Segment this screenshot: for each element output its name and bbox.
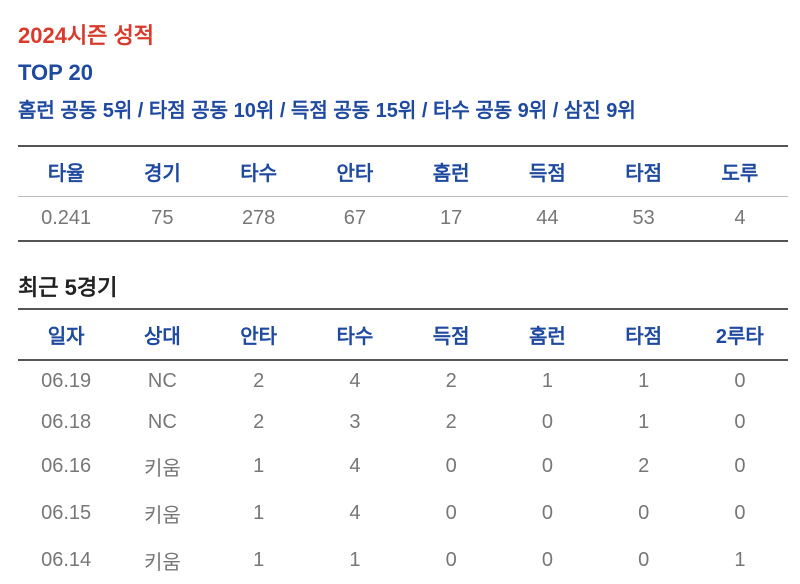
- recent-games-cell: 4: [307, 490, 403, 537]
- recent-games-cell: 키움: [114, 490, 210, 537]
- recent-games-cell: 키움: [114, 443, 210, 490]
- season-stats-header: 안타: [307, 146, 403, 197]
- recent-games-header: 상대: [114, 309, 210, 360]
- recent-games-cell: 0: [499, 443, 595, 490]
- recent-games-cell: 0: [499, 490, 595, 537]
- season-stats-header: 타점: [596, 146, 692, 197]
- season-title: 2024시즌 성적: [18, 18, 788, 50]
- season-stats-header: 경기: [114, 146, 210, 197]
- recent-games-cell: 1: [596, 360, 692, 402]
- season-stats-cell: 44: [499, 197, 595, 242]
- recent-games-cell: 0: [692, 490, 788, 537]
- season-stats-cell: 53: [596, 197, 692, 242]
- table-row: 06.16키움140020: [18, 443, 788, 490]
- top20-label: TOP 20: [18, 60, 788, 86]
- recent-games-title: 최근 5경기: [18, 270, 788, 302]
- recent-games-cell: 1: [211, 490, 307, 537]
- recent-games-header: 2루타: [692, 309, 788, 360]
- recent-games-cell: 0: [499, 402, 595, 443]
- recent-games-cell: 0: [692, 360, 788, 402]
- recent-games-cell: 2: [596, 443, 692, 490]
- recent-games-cell: NC: [114, 360, 210, 402]
- season-stats-cell: 67: [307, 197, 403, 242]
- recent-games-table: 일자상대안타타수득점홈런타점2루타 06.19NC24211006.18NC23…: [18, 308, 788, 584]
- recent-games-cell: 1: [692, 537, 788, 584]
- season-stats-header: 타율: [18, 146, 114, 197]
- recent-games-header: 득점: [403, 309, 499, 360]
- table-row: 06.18NC232010: [18, 402, 788, 443]
- recent-games-cell: 2: [211, 402, 307, 443]
- rank-summary: 홈런 공동 5위 / 타점 공동 10위 / 득점 공동 15위 / 타수 공동…: [18, 94, 788, 123]
- season-stats-cell: 0.241: [18, 197, 114, 242]
- recent-games-cell: 06.15: [18, 490, 114, 537]
- recent-games-cell: 0: [403, 443, 499, 490]
- recent-games-header: 홈런: [499, 309, 595, 360]
- recent-games-cell: 2: [403, 360, 499, 402]
- recent-games-cell: 06.14: [18, 537, 114, 584]
- season-stats-table: 타율경기타수안타홈런득점타점도루 0.24175278671744534: [18, 145, 788, 242]
- recent-games-cell: 0: [403, 537, 499, 584]
- table-row: 06.15키움140000: [18, 490, 788, 537]
- recent-games-cell: 1: [499, 360, 595, 402]
- recent-games-cell: 3: [307, 402, 403, 443]
- season-stats-header: 득점: [499, 146, 595, 197]
- table-row: 06.19NC242110: [18, 360, 788, 402]
- recent-games-cell: 2: [211, 360, 307, 402]
- recent-games-cell: 1: [307, 537, 403, 584]
- recent-games-cell: 06.19: [18, 360, 114, 402]
- recent-games-cell: 0: [403, 490, 499, 537]
- recent-games-cell: 0: [596, 537, 692, 584]
- recent-games-cell: 06.18: [18, 402, 114, 443]
- season-stats-header: 타수: [211, 146, 307, 197]
- recent-games-header: 일자: [18, 309, 114, 360]
- season-stats-cell: 278: [211, 197, 307, 242]
- recent-games-cell: 키움: [114, 537, 210, 584]
- recent-games-cell: NC: [114, 402, 210, 443]
- recent-games-cell: 1: [211, 443, 307, 490]
- recent-games-header: 타수: [307, 309, 403, 360]
- season-stats-header: 도루: [692, 146, 788, 197]
- season-stats-cell: 17: [403, 197, 499, 242]
- recent-games-cell: 4: [307, 443, 403, 490]
- recent-games-cell: 1: [211, 537, 307, 584]
- recent-games-header: 타점: [596, 309, 692, 360]
- recent-games-cell: 0: [596, 490, 692, 537]
- recent-games-cell: 0: [692, 402, 788, 443]
- recent-games-cell: 06.16: [18, 443, 114, 490]
- recent-games-header: 안타: [211, 309, 307, 360]
- recent-games-cell: 1: [596, 402, 692, 443]
- table-row: 06.14키움110001: [18, 537, 788, 584]
- season-stats-cell: 75: [114, 197, 210, 242]
- recent-games-cell: 4: [307, 360, 403, 402]
- recent-games-cell: 0: [692, 443, 788, 490]
- recent-games-cell: 2: [403, 402, 499, 443]
- recent-games-cell: 0: [499, 537, 595, 584]
- season-stats-cell: 4: [692, 197, 788, 242]
- season-stats-header: 홈런: [403, 146, 499, 197]
